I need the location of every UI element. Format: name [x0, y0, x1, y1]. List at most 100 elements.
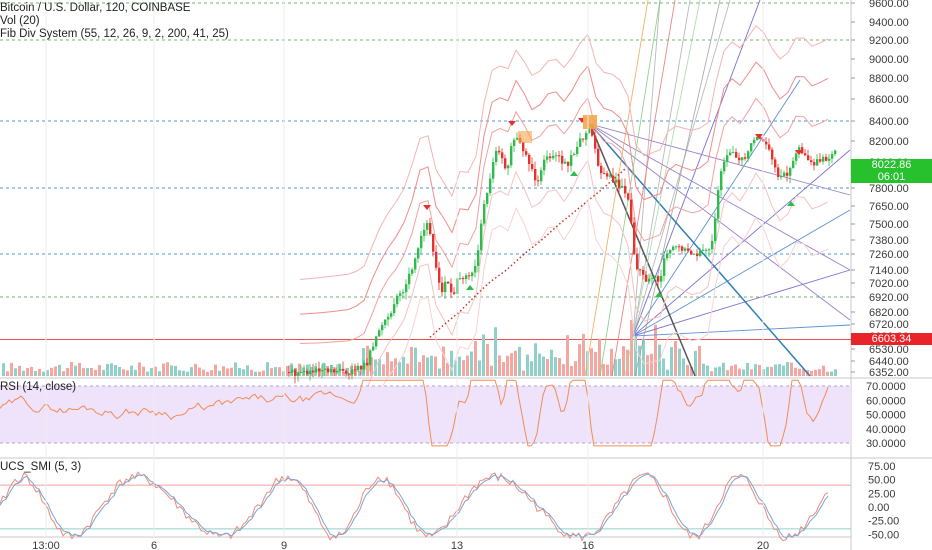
price-tick-label: 9200.00 — [869, 35, 909, 47]
volume-bar — [794, 367, 797, 376]
volume-bar — [834, 369, 837, 376]
candle-body — [753, 139, 756, 144]
candle-body — [642, 270, 645, 275]
ucs-legend[interactable]: UCS_SMI (5, 3) — [0, 461, 82, 473]
price-tick-label: 9400.00 — [869, 17, 909, 29]
volume-bar — [146, 371, 149, 376]
price-tick-label: 6720.00 — [869, 319, 909, 331]
buy-marker — [787, 201, 795, 206]
candle-body — [558, 155, 561, 157]
candle-body — [393, 304, 396, 314]
candle-body — [546, 156, 549, 160]
volume-bar — [454, 360, 457, 376]
candle-body — [366, 362, 369, 366]
volume-bar — [194, 364, 197, 376]
volume-bar — [678, 348, 681, 376]
candle-body — [579, 138, 582, 147]
volume-bar — [254, 371, 257, 376]
volume-bar — [162, 363, 165, 376]
candle-body — [774, 159, 777, 168]
volume-bar — [54, 366, 57, 376]
volume-bar — [390, 361, 393, 376]
candle-body — [789, 168, 792, 176]
volume-bar — [402, 356, 405, 376]
time-tick-label: 20 — [757, 540, 769, 550]
volume-bar — [206, 371, 209, 376]
volume-bar — [226, 368, 229, 376]
candle-body — [543, 159, 546, 171]
volume-bar — [498, 355, 501, 376]
candle-body — [777, 167, 780, 177]
fib-legend[interactable]: Fib Div System (55, 12, 26, 9, 2, 200, 4… — [0, 28, 229, 40]
volume-bar — [70, 362, 73, 376]
volume-bar — [518, 346, 521, 376]
candle-body — [420, 235, 423, 249]
volume-bar — [830, 371, 833, 376]
smi-tick-label: 50.00 — [868, 475, 896, 487]
candle-body — [429, 222, 432, 234]
volume-bar — [726, 370, 729, 376]
candle-body — [321, 369, 324, 372]
candle-body — [465, 275, 468, 280]
rsi-legend[interactable]: RSI (14, close) — [0, 381, 77, 393]
volume-bar — [26, 368, 29, 376]
candle-body — [297, 372, 300, 376]
candle-body — [702, 249, 705, 251]
volume-bar — [538, 353, 541, 376]
candle-body — [585, 133, 588, 140]
fib-fan-line — [632, 209, 851, 337]
price-tick-label: 6530.00 — [869, 344, 909, 356]
volume-bar — [822, 365, 825, 376]
candle-body — [477, 250, 480, 266]
volume-bar — [690, 366, 693, 376]
volume-bar — [422, 355, 425, 376]
volume-bar — [406, 363, 409, 376]
volume-bar — [442, 346, 445, 376]
volume-bar — [470, 351, 473, 376]
volume-bar — [582, 333, 585, 376]
volume-bar — [46, 370, 49, 376]
volume-bar — [670, 347, 673, 376]
volume-bar — [646, 355, 649, 376]
volume-bar — [602, 364, 605, 376]
candle-body — [765, 141, 768, 145]
volume-legend[interactable]: Vol (20) — [0, 15, 40, 27]
volume-bar — [2, 363, 5, 376]
volume-bar — [38, 368, 41, 376]
volume-bar — [310, 367, 313, 376]
candle-body — [687, 248, 690, 251]
candle-body — [342, 368, 345, 371]
price-tick-label: 7800.00 — [869, 183, 909, 195]
candle-body — [510, 146, 513, 166]
buy-marker — [655, 292, 663, 297]
price-tick-label: 8600.00 — [869, 94, 909, 106]
candle-body — [792, 160, 795, 169]
volume-bar — [810, 371, 813, 376]
volume-bar — [318, 368, 321, 376]
candle-body — [597, 148, 600, 166]
volume-bar — [526, 354, 529, 376]
symbol-legend[interactable]: Bitcoin / U.S. Dollar, 120, COINBASE — [0, 2, 191, 14]
volume-bar — [562, 364, 565, 376]
volume-bar — [790, 362, 793, 376]
envelope-band — [299, 24, 829, 280]
candle-body — [660, 275, 663, 282]
volume-bar — [334, 367, 337, 376]
candle-body — [783, 172, 786, 177]
volume-bar — [438, 368, 441, 376]
smi-tick-label: -25.00 — [868, 516, 899, 528]
candle-body — [555, 155, 558, 157]
candle-body — [417, 248, 420, 259]
fib-anchor-box — [583, 115, 597, 129]
candle-body — [786, 172, 789, 176]
volume-bar — [706, 365, 709, 376]
fib-time-line — [584, 0, 649, 377]
candle-body — [624, 185, 627, 194]
volume-bar — [42, 371, 45, 376]
volume-bar — [410, 346, 413, 376]
volume-bar — [322, 362, 325, 376]
candle-body — [795, 153, 798, 161]
volume-bar — [514, 350, 517, 376]
candle-body — [549, 156, 552, 159]
